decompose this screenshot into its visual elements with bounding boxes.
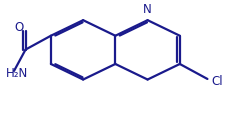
Text: O: O <box>14 21 23 34</box>
Text: N: N <box>143 3 152 16</box>
Text: Cl: Cl <box>211 75 223 88</box>
Text: H₂N: H₂N <box>6 67 28 80</box>
